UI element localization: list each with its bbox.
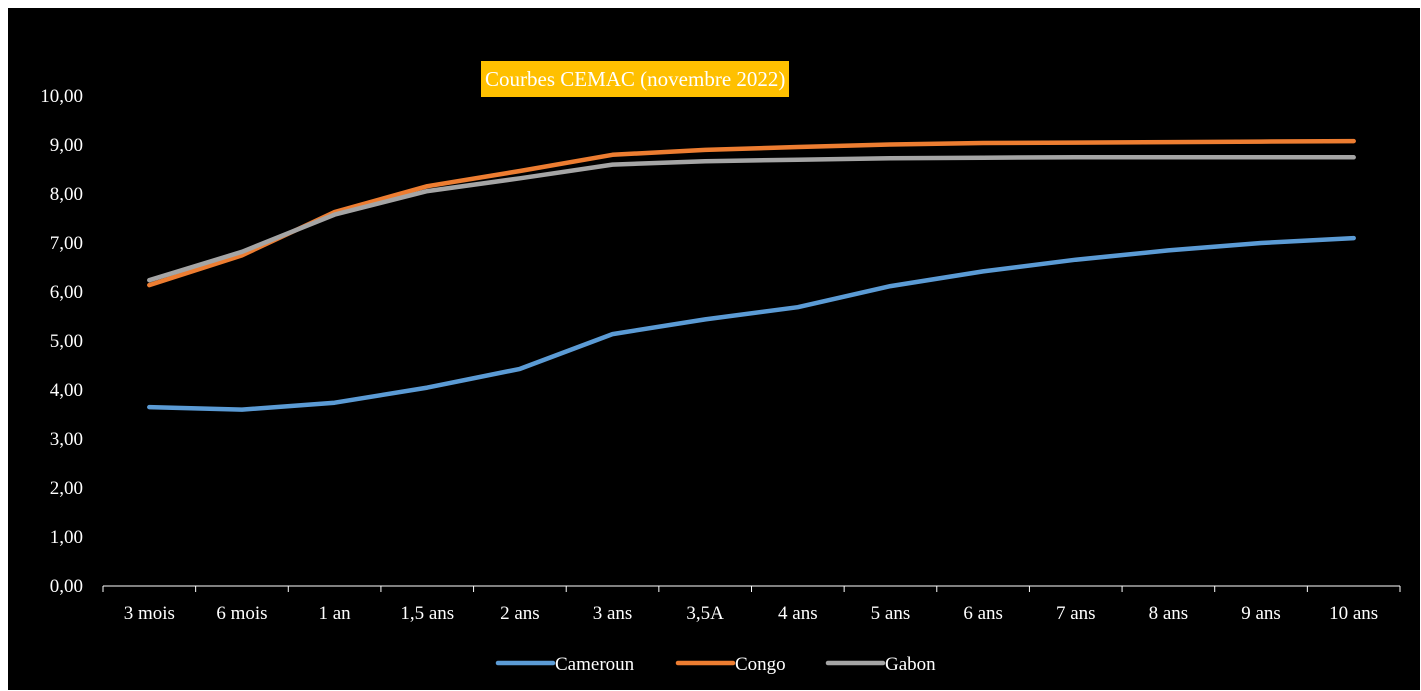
legend-item-congo: Congo <box>675 654 786 675</box>
y-tick-label: 1,00 <box>50 527 83 548</box>
x-tick-label: 9 ans <box>1241 603 1281 624</box>
x-tick-label: 10 ans <box>1329 603 1378 624</box>
x-tick-label: 6 ans <box>963 603 1003 624</box>
legend-item-gabon: Gabon <box>825 654 936 675</box>
x-tick-label: 1,5 ans <box>400 603 454 624</box>
x-axis: 3 mois 6 mois 1 an 1,5 ans 2 ans 3 ans 3,5A 4 a… <box>102 586 1401 624</box>
x-tick-label: 3,5A <box>686 603 724 624</box>
x-tick-label: 8 ans <box>1149 603 1189 624</box>
y-tick-label: 9,00 <box>50 135 83 156</box>
y-tick-label: 2,00 <box>50 478 83 499</box>
x-tick-label: 4 ans <box>778 603 818 624</box>
legend: Cameroun Congo Gabon <box>495 654 936 675</box>
x-tick-label: 7 ans <box>1056 603 1096 624</box>
x-tick-label: 5 ans <box>871 603 911 624</box>
y-tick-label: 5,00 <box>50 331 83 352</box>
x-tick-label: 6 mois <box>216 603 267 624</box>
y-tick-label: 7,00 <box>50 233 83 254</box>
y-tick-label: 8,00 <box>50 184 83 205</box>
legend-label: Cameroun <box>555 654 635 675</box>
line-chart: 0,00 1,00 2,00 3,00 4,00 5,00 6,00 7,00 8,00 9,00… <box>40 86 1401 675</box>
chart-title: Courbes CEMAC (novembre 2022) <box>481 61 790 97</box>
y-tick-label: 6,00 <box>50 282 83 303</box>
y-tick-label: 3,00 <box>50 429 83 450</box>
legend-label: Congo <box>735 654 786 675</box>
series-line-cameroun <box>147 235 1356 412</box>
series-line-gabon <box>147 155 1356 283</box>
x-tick-label: 3 mois <box>124 603 175 624</box>
y-tick-label: 4,00 <box>50 380 83 401</box>
series-line-congo <box>147 138 1356 288</box>
x-tick-label: 3 ans <box>593 603 633 624</box>
series-lines <box>147 138 1356 412</box>
y-tick-label: 0,00 <box>50 576 83 597</box>
y-axis: 0,00 1,00 2,00 3,00 4,00 5,00 6,00 7,00 8,00 9,00… <box>40 86 83 597</box>
chart-area: 0,00 1,00 2,00 3,00 4,00 5,00 6,00 7,00 8,00 9,00… <box>8 8 1420 690</box>
y-tick-label: 10,00 <box>40 86 83 107</box>
x-tick-label: 1 an <box>319 603 352 624</box>
x-tick-label: 2 ans <box>500 603 540 624</box>
legend-item-cameroun: Cameroun <box>495 654 635 675</box>
legend-label: Gabon <box>885 654 936 675</box>
